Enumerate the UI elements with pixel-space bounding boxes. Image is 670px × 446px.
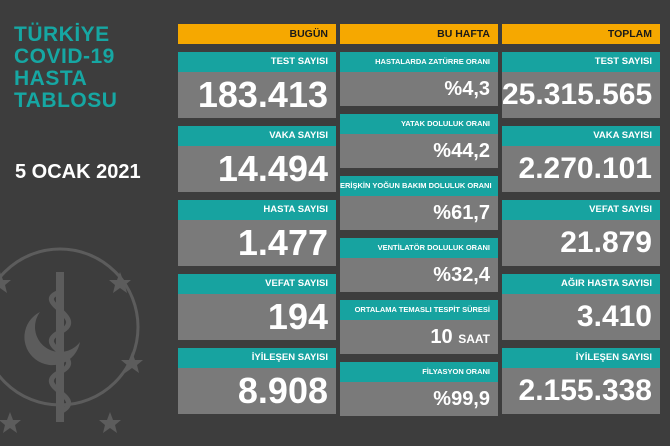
today-patient-label: HASTA SAYISI (178, 200, 336, 220)
total-severe-label: AĞIR HASTA SAYISI (502, 274, 660, 294)
total-case-value: 2.270.101 (518, 152, 652, 185)
today-case-card: VAKA SAYISI 14.494 (178, 126, 336, 192)
total-test-card: TEST SAYISI 25.315.565 (502, 52, 660, 118)
week-bed-value: %44,2 (433, 140, 490, 162)
week-contact-value-row: 10 SAAT (340, 320, 498, 356)
today-test-card: TEST SAYISI 183.413 (178, 52, 336, 118)
today-death-card: VEFAT SAYISI 194 (178, 274, 336, 340)
page-title: TÜRKİYE COVID-19 HASTA TABLOSU (14, 24, 117, 112)
week-contact-value: 10 (430, 326, 453, 348)
total-case-label: VAKA SAYISI (502, 126, 660, 146)
total-recovered-value: 2.155.338 (518, 374, 652, 407)
week-pneumonia-card: HASTALARDA ZATÜRRE ORANI %4,3 (340, 52, 498, 106)
week-filiation-card: FİLYASYON ORANI %99,9 (340, 362, 498, 416)
total-severe-value: 3.410 (576, 300, 652, 333)
today-recovered-label: İYİLEŞEN SAYISI (178, 348, 336, 368)
today-test-label: TEST SAYISI (178, 52, 336, 72)
today-death-value: 194 (267, 296, 328, 337)
today-patient-card: HASTA SAYISI 1.477 (178, 200, 336, 266)
week-contact-label: ORTALAMA TEMASLI TESPİT SÜRESİ (340, 300, 498, 320)
week-ventilator-value: %32,4 (433, 264, 490, 286)
title-line-3: HASTA (14, 67, 88, 90)
title-line-4: TABLOSU (14, 89, 118, 112)
week-contact-unit: SAAT (458, 332, 490, 346)
total-case-card: VAKA SAYISI 2.270.101 (502, 126, 660, 192)
total-recovered-card: İYİLEŞEN SAYISI 2.155.338 (502, 348, 660, 414)
week-contact-card: ORTALAMA TEMASLI TESPİT SÜRESİ 10 SAAT (340, 300, 498, 354)
title-line-1: TÜRKİYE (14, 23, 110, 46)
today-test-value: 183.413 (197, 74, 328, 115)
week-pneumonia-value: %4,3 (444, 78, 490, 100)
report-date: 5 OCAK 2021 (15, 161, 141, 183)
total-death-card: VEFAT SAYISI 21.879 (502, 200, 660, 266)
ministry-emblem-icon (0, 247, 143, 433)
title-line-2: COVID-19 (14, 45, 115, 68)
week-ventilator-label: VENTİLATÖR DOLULUK ORANI (340, 238, 498, 258)
total-test-label: TEST SAYISI (502, 52, 660, 72)
header-today: BUGÜN (178, 24, 336, 44)
week-icu-value: %61,7 (433, 202, 490, 224)
week-bed-label: YATAK DOLULUK ORANI (340, 114, 498, 134)
total-test-value: 25.315.565 (502, 78, 653, 111)
week-icu-card: ERİŞKİN YOĞUN BAKIM DOLULUK ORANI %61,7 (340, 176, 498, 230)
week-filiation-value: %99,9 (433, 388, 490, 410)
today-patient-value: 1.477 (237, 222, 328, 263)
total-severe-card: AĞIR HASTA SAYISI 3.410 (502, 274, 660, 340)
today-death-label: VEFAT SAYISI (178, 274, 336, 294)
week-icu-label: ERİŞKİN YOĞUN BAKIM DOLULUK ORANI (340, 176, 498, 196)
today-case-value: 14.494 (217, 148, 328, 189)
today-recovered-value: 8.908 (237, 370, 328, 411)
week-pneumonia-label: HASTALARDA ZATÜRRE ORANI (340, 52, 498, 72)
week-bed-card: YATAK DOLULUK ORANI %44,2 (340, 114, 498, 168)
header-week: BU HAFTA (340, 24, 498, 44)
total-death-label: VEFAT SAYISI (502, 200, 660, 220)
week-ventilator-card: VENTİLATÖR DOLULUK ORANI %32,4 (340, 238, 498, 292)
total-death-value: 21.879 (560, 226, 652, 259)
header-total: TOPLAM (502, 24, 660, 44)
week-filiation-label: FİLYASYON ORANI (340, 362, 498, 382)
today-case-label: VAKA SAYISI (178, 126, 336, 146)
today-recovered-card: İYİLEŞEN SAYISI 8.908 (178, 348, 336, 414)
total-recovered-label: İYİLEŞEN SAYISI (502, 348, 660, 368)
